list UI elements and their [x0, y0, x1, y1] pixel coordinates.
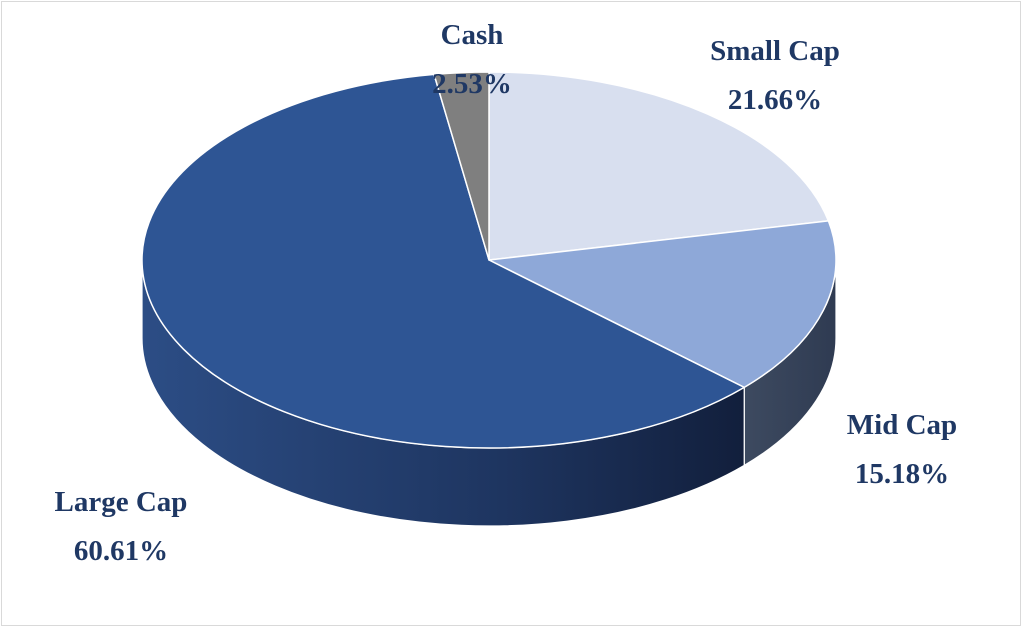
pie-top-layer — [141, 71, 837, 449]
pie-label-layer: Small Cap 21.66% Mid Cap 15.18% Large Cap 60.… — [55, 19, 958, 567]
data-label-large-cap: Large Cap 60.61% — [55, 486, 188, 567]
data-label-value: 21.66% — [728, 84, 822, 116]
data-label-value: 60.61% — [74, 535, 168, 567]
data-label-cash: Cash 2.53% — [432, 19, 512, 100]
data-label-name: Mid Cap — [847, 409, 957, 441]
data-label-name: Cash — [441, 19, 504, 51]
data-label-mid-cap: Mid Cap 15.18% — [847, 409, 957, 490]
pie-slice-mid-cap — [488, 220, 837, 389]
data-label-name: Large Cap — [55, 486, 188, 518]
pie-slice-small-cap — [488, 71, 830, 261]
pie-slice-large-cap — [141, 73, 745, 449]
data-label-small-cap: Small Cap 21.66% — [710, 35, 840, 116]
data-label-value: 15.18% — [855, 458, 949, 490]
data-label-name: Small Cap — [710, 35, 840, 67]
data-label-value: 2.53% — [432, 68, 512, 100]
pie-slice-cash — [433, 71, 490, 261]
